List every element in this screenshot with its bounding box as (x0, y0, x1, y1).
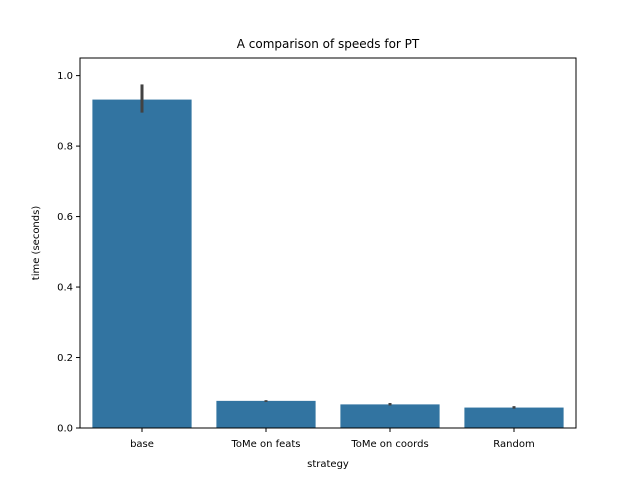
y-axis: 0.0 0.2 0.4 0.6 0.8 1.0 (57, 71, 80, 435)
y-axis-label: time (seconds) (31, 206, 42, 281)
y-tick-label-0: 0.0 (57, 424, 73, 435)
bar-0 (92, 99, 192, 428)
y-tick-label-3: 0.6 (57, 212, 73, 223)
x-tick-label-1: ToMe on feats (230, 439, 300, 450)
x-axis-label: strategy (307, 459, 349, 470)
bar-2 (340, 404, 440, 428)
bar-3 (464, 407, 564, 428)
plot-frame (79, 57, 577, 429)
x-tick-label-0: base (130, 439, 154, 450)
bars-group (92, 99, 564, 428)
y-tick-label-2: 0.4 (57, 283, 73, 294)
x-tick-label-2: ToMe on coords (350, 439, 428, 450)
y-tick-label-5: 1.0 (57, 71, 73, 82)
x-axis: base ToMe on feats ToMe on coords Random (130, 428, 535, 450)
error-bars-group (140, 84, 516, 409)
y-tick-label-1: 0.2 (57, 353, 73, 364)
chart-title: A comparison of speeds for PT (237, 37, 420, 51)
bar-1 (216, 400, 316, 428)
x-tick-label-3: Random (493, 439, 534, 450)
y-tick-label-4: 0.8 (57, 142, 73, 153)
